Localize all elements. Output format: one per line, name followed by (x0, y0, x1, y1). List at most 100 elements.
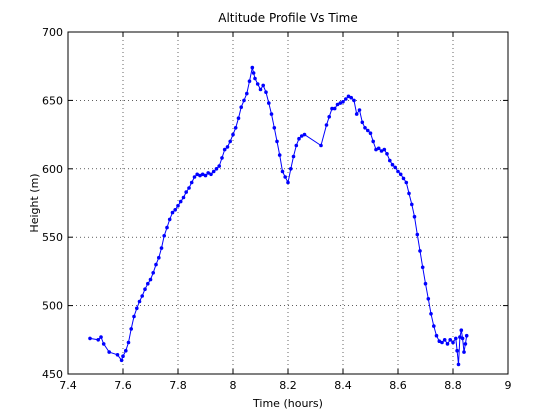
data-point (280, 169, 285, 174)
data-point (129, 327, 133, 331)
data-point (368, 131, 373, 135)
data-point (189, 180, 194, 185)
data-point (459, 328, 464, 333)
y-tick-label: 700 (42, 26, 63, 39)
data-point (101, 342, 106, 346)
data-point (297, 136, 301, 141)
data-point (420, 265, 425, 270)
data-point (448, 338, 453, 342)
data-point (426, 297, 431, 301)
data-point (432, 324, 436, 328)
data-point (327, 115, 332, 119)
data-point (462, 350, 466, 354)
data-point (460, 336, 465, 341)
data-point (283, 175, 288, 179)
data-point (415, 232, 420, 237)
data-point (440, 340, 444, 345)
x-tick-label: 9 (505, 379, 512, 392)
data-point (437, 339, 442, 344)
data-point (418, 249, 422, 253)
y-tick-label: 600 (42, 163, 63, 176)
data-point (115, 353, 120, 357)
chart-title: Altitude Profile Vs Time (218, 11, 357, 25)
data-point (239, 105, 243, 109)
data-point (209, 172, 213, 177)
data-point (165, 225, 169, 230)
data-point (184, 190, 188, 194)
data-point (335, 102, 340, 107)
x-tick-label: 8.2 (279, 379, 297, 392)
x-tick-label: 7.6 (114, 379, 132, 392)
x-axis-label: Time (hours) (252, 397, 323, 410)
data-point (388, 158, 392, 163)
data-point (277, 153, 282, 157)
data-point (222, 147, 227, 152)
data-point (360, 120, 365, 125)
data-point (267, 101, 271, 105)
x-tick-label: 8.8 (444, 379, 462, 392)
data-point (121, 354, 125, 359)
data-point (107, 350, 111, 354)
data-point (407, 191, 411, 196)
data-point (132, 314, 136, 319)
series-line (89, 67, 468, 365)
data-point (366, 128, 370, 133)
data-point (187, 186, 191, 190)
data-point (192, 175, 197, 179)
y-axis-label: Height (m) (28, 173, 41, 232)
data-point (159, 246, 164, 250)
data-point (250, 65, 255, 70)
data-point (289, 167, 293, 171)
data-point (96, 338, 100, 342)
data-point (236, 116, 241, 120)
data-point (352, 98, 356, 103)
data-point (255, 82, 260, 86)
data-point (261, 83, 266, 88)
data-point (374, 147, 378, 152)
data-point (346, 94, 351, 99)
data-point (135, 306, 139, 311)
data-point (349, 95, 354, 100)
tick-marks (67, 31, 509, 375)
data-point (404, 180, 409, 185)
y-tick-labels: 450 500 550 600 650 700 (42, 26, 63, 381)
data-point (119, 358, 124, 363)
data-point (264, 90, 268, 94)
data-point (382, 147, 387, 152)
grid-lines (68, 32, 508, 374)
data-point (154, 262, 158, 267)
data-point (275, 139, 279, 144)
data-point (206, 171, 210, 175)
plot-area-background (68, 32, 508, 374)
data-point (456, 362, 461, 367)
data-point (140, 294, 144, 298)
data-point (211, 169, 216, 174)
data-point (214, 167, 219, 171)
data-point (463, 342, 468, 346)
x-tick-label: 8 (230, 379, 237, 392)
data-point (203, 173, 208, 178)
data-point (200, 172, 205, 177)
data-point (173, 208, 177, 212)
x-tick-label: 8.4 (334, 379, 352, 392)
data-point (167, 217, 172, 222)
data-point (390, 162, 395, 167)
data-point (434, 333, 439, 338)
data-point (146, 281, 150, 286)
data-point (464, 333, 469, 338)
data-point (233, 126, 238, 130)
data-point (178, 199, 183, 204)
data-point (429, 312, 433, 316)
data-point (251, 71, 256, 75)
data-point (319, 143, 323, 148)
data-point (451, 340, 455, 345)
data-point (410, 202, 414, 207)
data-point (454, 336, 458, 341)
data-point (442, 338, 447, 342)
data-point (162, 234, 166, 238)
data-point (143, 287, 147, 292)
data-point (148, 277, 153, 282)
data-point (354, 112, 359, 116)
